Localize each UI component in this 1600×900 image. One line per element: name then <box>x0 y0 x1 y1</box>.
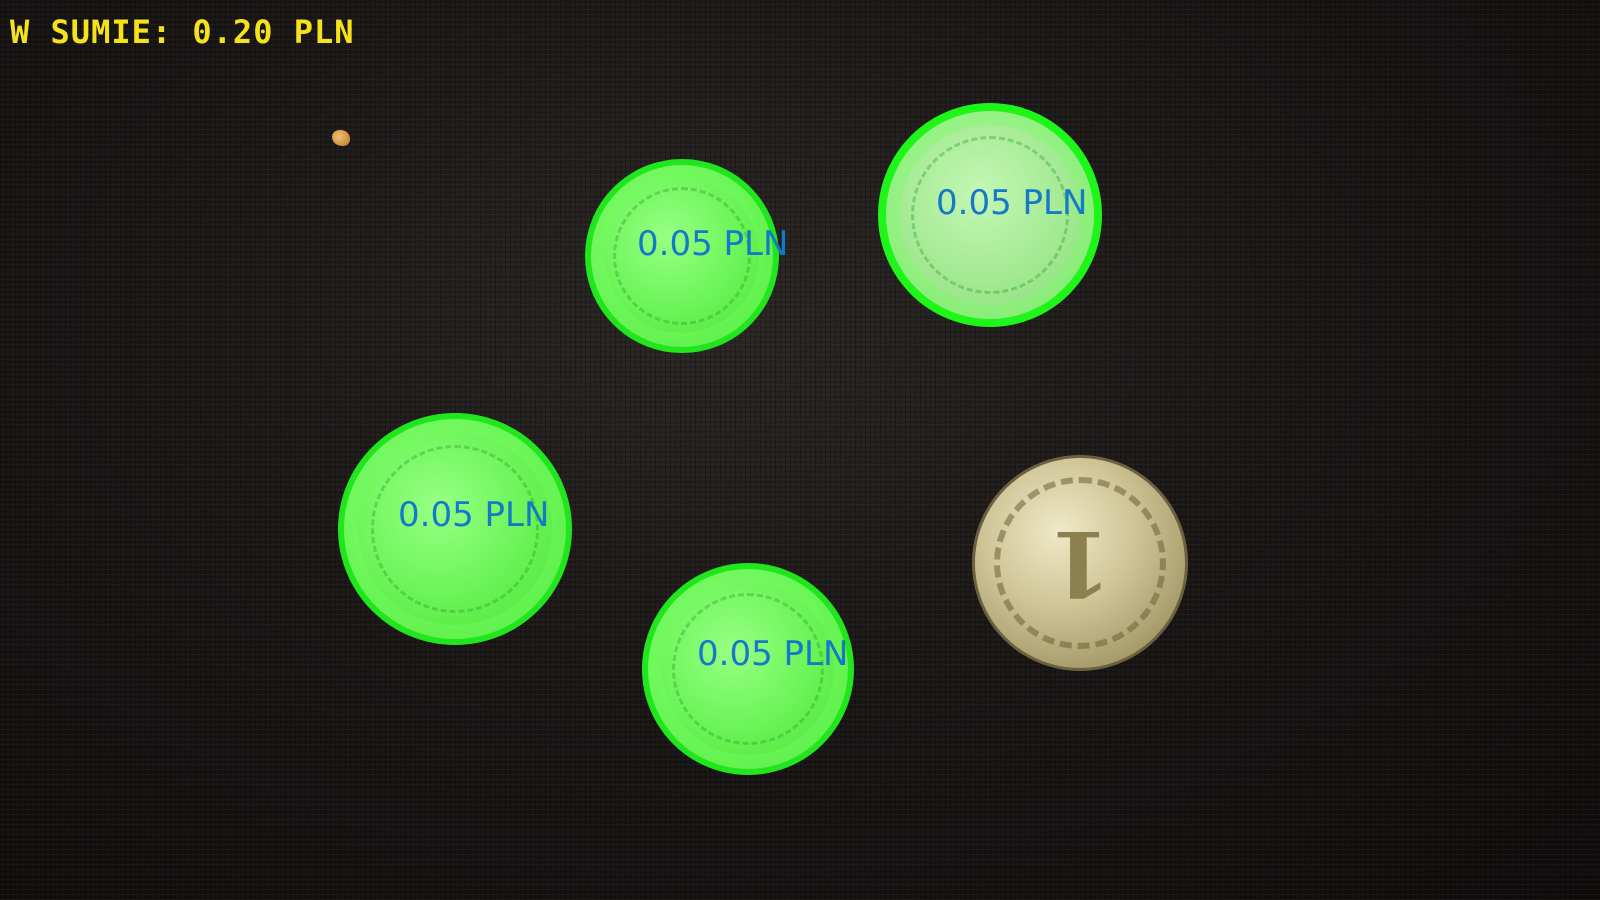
coin-face-digit: 1 <box>1048 510 1112 616</box>
coin-engraving <box>672 593 824 745</box>
coin-engraving <box>993 476 1167 650</box>
detected-coin <box>338 413 572 645</box>
total-sum-label: W SUMIE: 0.20 PLN <box>10 13 355 51</box>
coin-value-label: 0.05 PLN <box>637 224 789 264</box>
undetected-coin: 1 <box>972 455 1188 671</box>
detected-coin <box>878 103 1102 327</box>
coin-value-label: 0.05 PLN <box>398 495 550 535</box>
detected-coin <box>585 159 779 353</box>
coin-engraving <box>370 445 540 613</box>
coin-engraving <box>612 186 752 326</box>
coin-engraving <box>910 135 1070 295</box>
debris-speck <box>332 130 350 146</box>
coin-value-label: 0.05 PLN <box>697 634 849 674</box>
detected-coin <box>642 563 854 775</box>
coin-value-label: 0.05 PLN <box>936 183 1088 223</box>
